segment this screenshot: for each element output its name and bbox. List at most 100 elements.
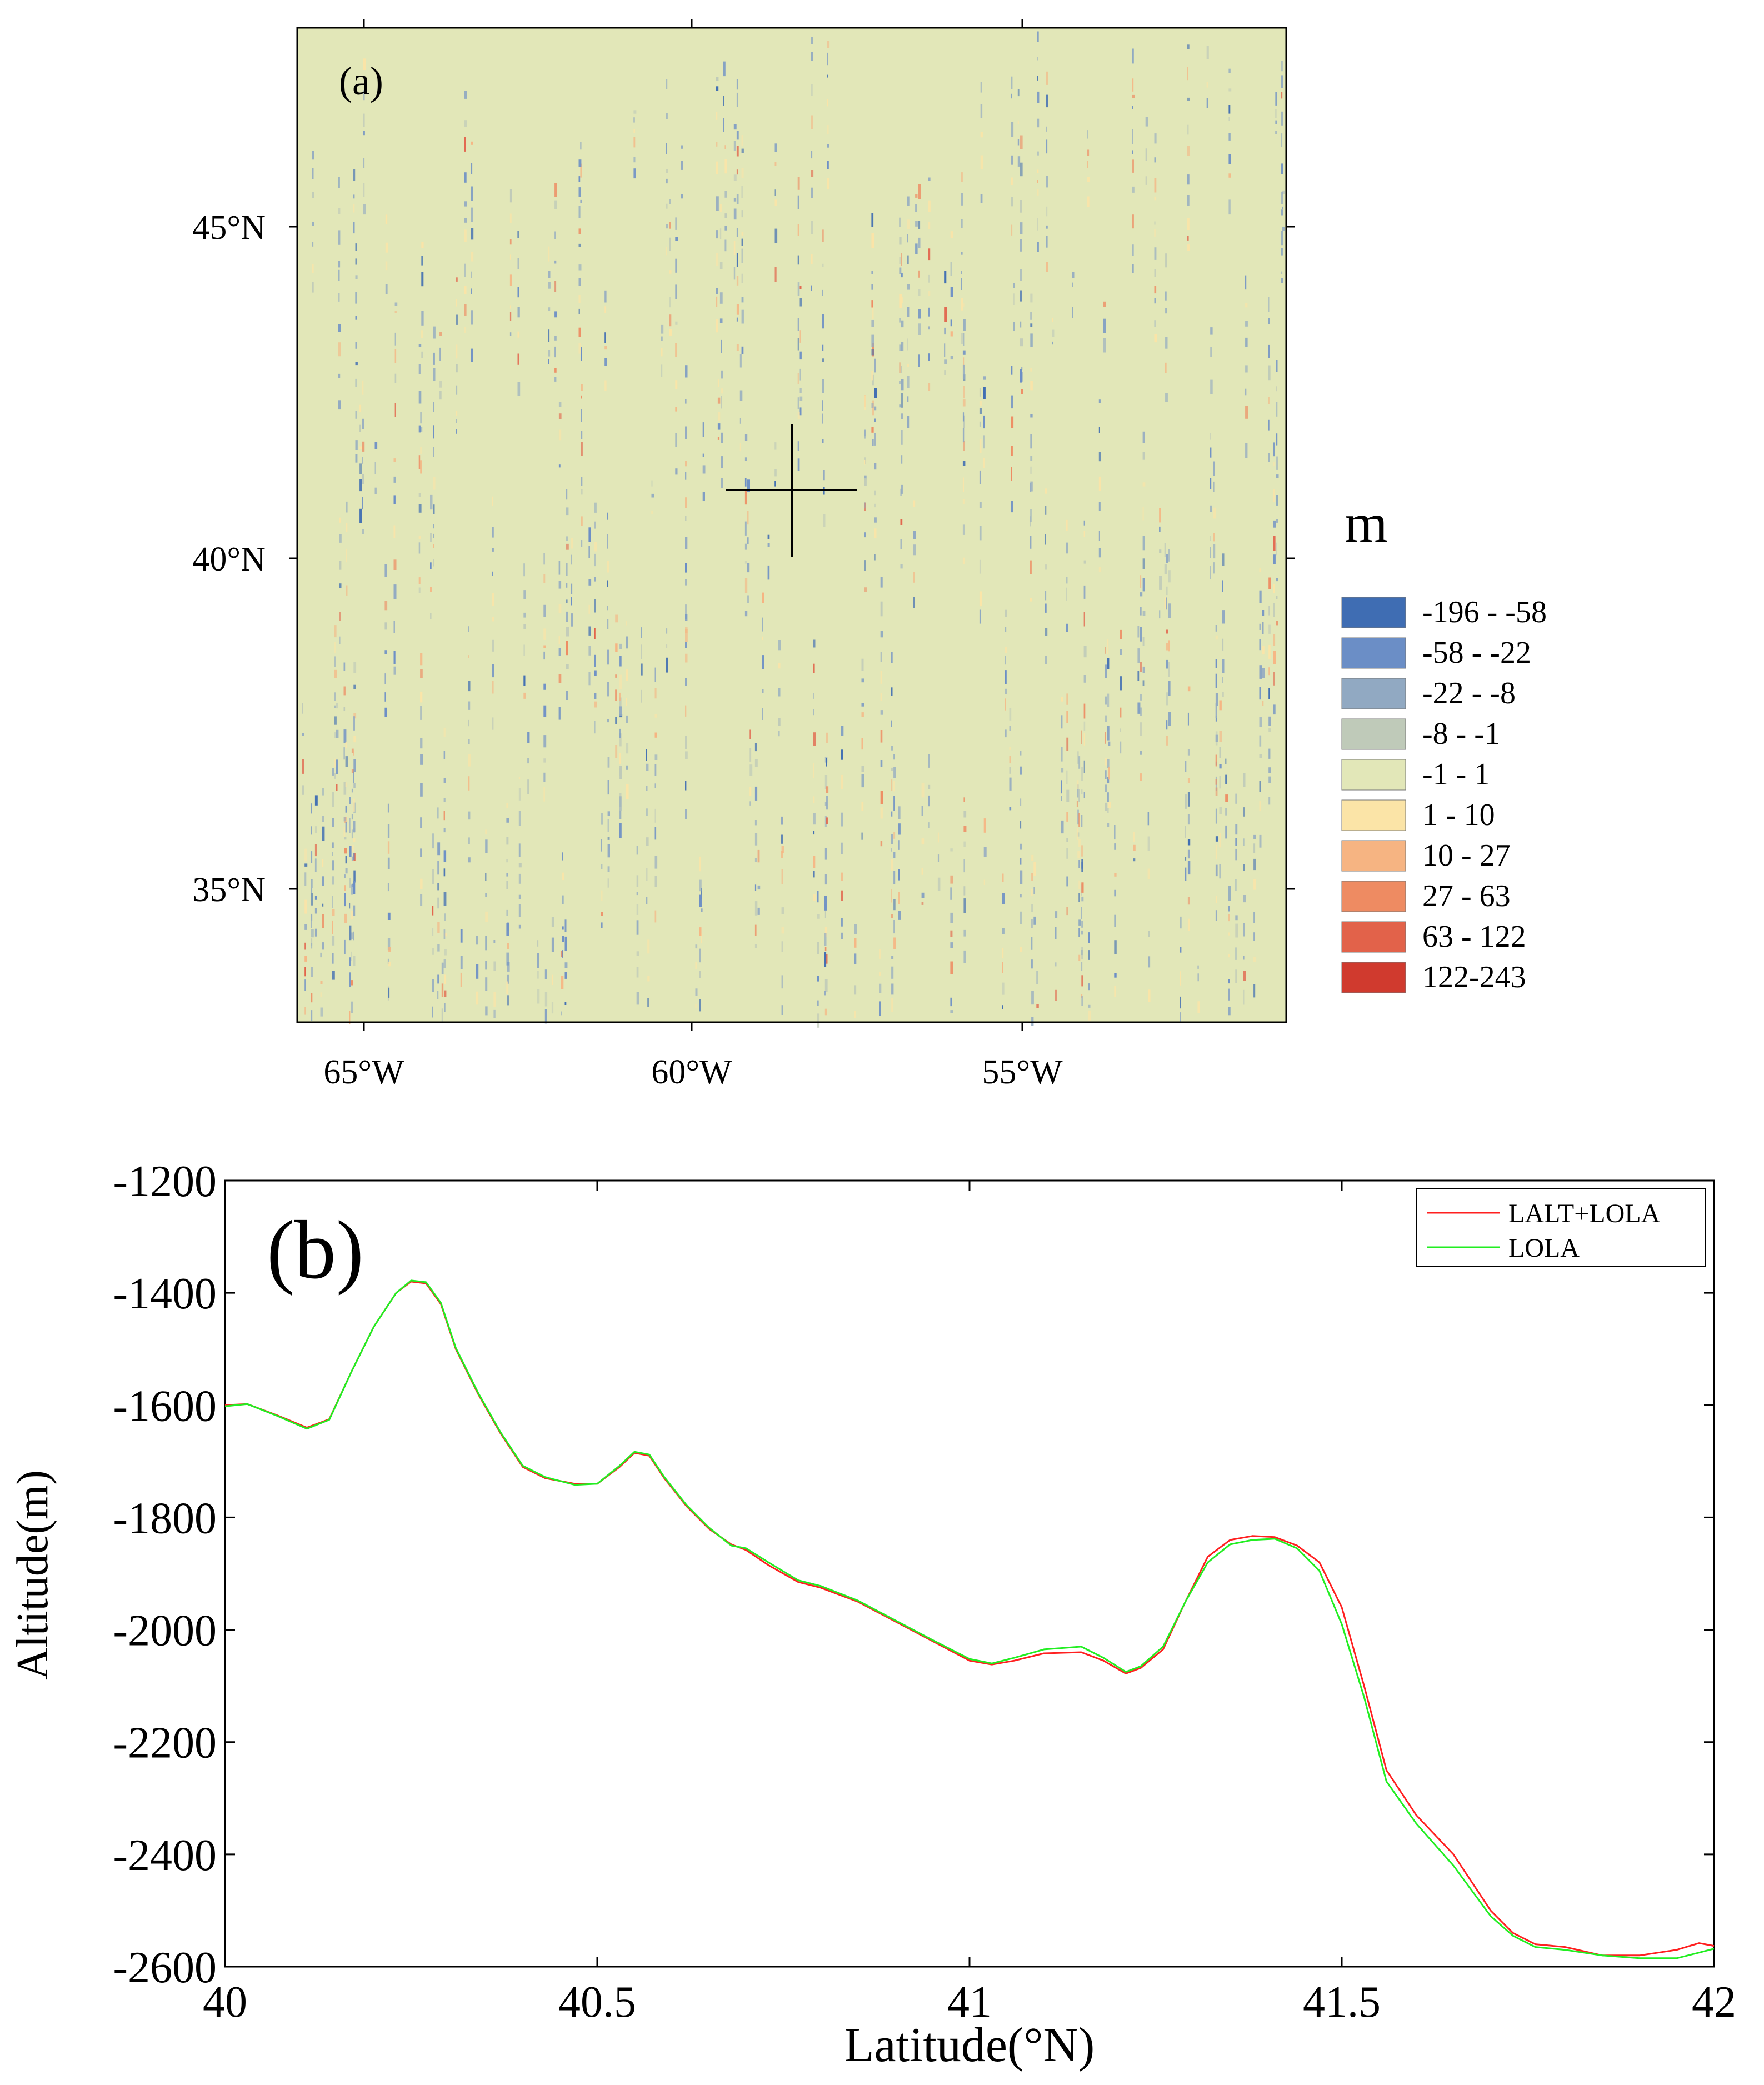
anomaly-streak: [355, 292, 357, 304]
anomaly-streak: [518, 924, 521, 929]
anomaly-streak: [893, 852, 896, 858]
anomaly-streak: [1030, 323, 1033, 327]
anomaly-streak: [774, 162, 777, 166]
anomaly-streak: [338, 230, 341, 245]
anomaly-streak: [492, 496, 493, 506]
anomaly-streak: [823, 470, 825, 481]
anomaly-streak: [437, 897, 439, 909]
anomaly-streak: [1281, 75, 1283, 88]
anomaly-streak: [344, 913, 347, 923]
anomaly-streak: [1087, 177, 1090, 182]
anomaly-streak: [304, 967, 306, 977]
anomaly-streak: [754, 858, 757, 862]
anomaly-streak: [1017, 139, 1020, 146]
anomaly-streak: [778, 663, 781, 669]
anomaly-streak: [913, 597, 915, 608]
anomaly-streak: [349, 846, 352, 857]
anomaly-streak: [1017, 120, 1019, 124]
anomaly-streak: [1185, 857, 1187, 861]
legend-swatch: [1341, 597, 1406, 628]
anomaly-streak: [468, 811, 471, 820]
anomaly-streak: [311, 893, 313, 906]
anomaly-streak: [928, 754, 930, 768]
anomaly-streak: [669, 237, 671, 251]
anomaly-streak: [961, 252, 963, 255]
anomaly-streak: [601, 922, 603, 928]
anomaly-streak: [874, 528, 877, 538]
anomaly-streak: [339, 636, 341, 644]
anomaly-streak: [1187, 236, 1189, 241]
anomaly-streak: [685, 516, 687, 521]
anomaly-streak: [344, 874, 346, 878]
y-tick-label: -1200: [113, 1157, 217, 1206]
anomaly-streak: [1273, 520, 1276, 528]
anomaly-streak: [312, 222, 314, 226]
anomaly-streak: [880, 710, 883, 715]
anomaly-streak: [351, 1001, 353, 1013]
anomaly-streak: [420, 427, 423, 432]
anomaly-streak: [1107, 777, 1110, 783]
anomaly-streak: [654, 783, 656, 788]
anomaly-streak: [963, 333, 965, 346]
anomaly-streak: [1165, 393, 1168, 402]
anomaly-streak: [921, 892, 925, 898]
anomaly-streak: [1031, 854, 1034, 861]
anomaly-streak: [767, 565, 770, 580]
anomaly-streak: [384, 601, 388, 611]
anomaly-streak: [1228, 979, 1230, 984]
anomaly-streak: [1262, 622, 1264, 634]
anomaly-streak: [558, 581, 562, 589]
anomaly-streak: [950, 331, 953, 337]
anomaly-streak: [1187, 778, 1190, 783]
anomaly-streak: [1180, 916, 1182, 929]
anomaly-streak: [1245, 365, 1248, 373]
anomaly-streak: [980, 155, 983, 170]
anomaly-streak: [1273, 651, 1276, 664]
anomaly-streak: [963, 441, 965, 451]
anomaly-streak: [626, 715, 628, 723]
anomaly-streak: [716, 142, 718, 147]
anomaly-streak: [1081, 882, 1084, 893]
anomaly-streak: [741, 297, 744, 303]
anomaly-streak: [1076, 828, 1079, 840]
anomaly-streak: [433, 447, 434, 457]
anomaly-streak: [418, 364, 421, 374]
anomaly-streak: [1108, 741, 1111, 746]
anomaly-streak: [774, 189, 776, 196]
anomaly-streak: [739, 443, 741, 452]
anomaly-streak: [420, 412, 422, 424]
anomaly-streak: [387, 986, 389, 1001]
anomaly-streak: [471, 163, 473, 174]
anomaly-streak: [353, 881, 356, 894]
anomaly-streak: [950, 875, 953, 884]
anomaly-streak: [1081, 975, 1083, 987]
anomaly-streak: [724, 239, 727, 252]
anomaly-streak: [871, 427, 874, 433]
anomaly-streak: [799, 330, 801, 343]
anomaly-streak: [1166, 586, 1168, 596]
anomaly-streak: [721, 388, 723, 394]
anomaly-streak: [813, 831, 815, 835]
anomaly-streak: [1132, 106, 1133, 109]
anomaly-streak: [304, 872, 307, 886]
anomaly-streak: [418, 504, 422, 513]
anomaly-streak: [767, 543, 770, 547]
anomaly-streak: [384, 650, 387, 654]
anomaly-streak: [864, 502, 866, 509]
anomaly-streak: [1037, 91, 1040, 103]
anomaly-streak: [374, 487, 377, 494]
anomaly-streak: [311, 803, 312, 814]
anomaly-streak: [430, 533, 432, 542]
anomaly-streak: [566, 664, 569, 669]
anomaly-streak: [824, 954, 828, 964]
anomaly-streak: [871, 403, 874, 408]
anomaly-streak: [1031, 904, 1033, 912]
anomaly-streak: [338, 208, 341, 214]
anomaly-streak: [1215, 910, 1217, 921]
anomaly-streak: [1166, 659, 1168, 669]
anomaly-streak: [1154, 320, 1156, 327]
anomaly-streak: [1154, 269, 1156, 277]
anomaly-streak: [1282, 206, 1283, 209]
anomaly-streak: [351, 856, 353, 861]
anomaly-streak: [1011, 93, 1012, 99]
